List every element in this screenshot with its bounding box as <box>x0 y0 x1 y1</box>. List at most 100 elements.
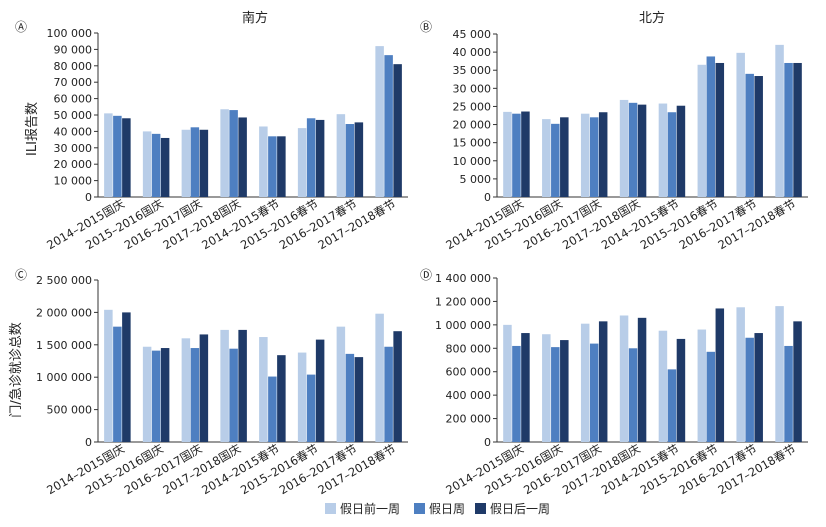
bar-after <box>393 331 402 442</box>
panel-title: 南方 <box>242 10 268 26</box>
y-tick-label: 70 000 <box>54 76 93 89</box>
bar-holiday <box>628 348 638 442</box>
legend-label-before: 假日前一周 <box>340 501 400 516</box>
bar-after <box>122 118 131 197</box>
bar-before <box>658 330 668 442</box>
bar-before <box>336 326 346 442</box>
bar-before <box>619 315 629 442</box>
bar-before <box>104 113 113 197</box>
bar-holiday <box>512 113 521 197</box>
y-tick-label: 30 000 <box>453 82 492 95</box>
bar-after <box>560 117 569 197</box>
bar-before <box>181 338 191 442</box>
bar-holiday <box>589 343 599 442</box>
bar-before <box>259 337 268 442</box>
y-tick-label: 40 000 <box>54 125 93 138</box>
y-tick-label: 80 000 <box>54 60 93 73</box>
bar-after <box>238 329 247 442</box>
y-tick-label: 60 000 <box>54 93 93 106</box>
bar-holiday <box>551 123 560 197</box>
y-tick-label: 600 000 <box>446 366 492 379</box>
bar-before <box>336 114 346 197</box>
panel-label: Ⓑ <box>420 20 432 34</box>
bar-before <box>297 352 307 442</box>
bar-after <box>199 334 209 442</box>
bar-holiday <box>706 351 716 442</box>
bar-after <box>521 111 530 197</box>
legend: 假日前一周 假日周 假日后一周 <box>325 501 550 516</box>
bar-before <box>619 99 629 197</box>
bar-before <box>220 329 229 442</box>
bar-before <box>736 307 745 442</box>
bar-before <box>503 111 512 197</box>
y-tick-label: 400 000 <box>446 389 492 402</box>
y-tick-label: 1 400 000 <box>435 272 491 285</box>
y-tick-label: 25 000 <box>453 100 492 113</box>
y-tick-label: 1 000 000 <box>435 319 491 332</box>
bar-before <box>580 113 590 197</box>
bar-after <box>637 317 647 442</box>
y-tick-label: 50 000 <box>54 109 93 122</box>
bar-before <box>375 313 384 442</box>
bar-before <box>259 126 268 197</box>
bar-before <box>181 129 191 197</box>
chart-panel-1: Ⓐ 南方 0 10 000 20 000 30 000 40 000 50 000 60 000… <box>15 10 408 252</box>
bar-after <box>315 339 325 442</box>
bar-before <box>736 52 745 197</box>
bar-after <box>160 348 170 442</box>
bar-after <box>754 333 763 442</box>
y-tick-label: 90 000 <box>54 43 93 56</box>
bar-before <box>503 324 512 442</box>
bar-holiday <box>113 326 122 442</box>
y-axis-label-ili: ILI报告数 <box>25 102 40 156</box>
y-tick-label: 10 000 <box>453 155 492 168</box>
bar-holiday <box>628 102 638 197</box>
y-tick-label: 40 000 <box>453 46 492 59</box>
bar-after <box>354 122 364 197</box>
y-tick-label: 35 000 <box>453 64 492 77</box>
legend-swatch-holiday <box>414 503 425 514</box>
bar-before <box>142 346 152 442</box>
bar-after <box>160 137 170 197</box>
bar-after <box>277 136 286 197</box>
y-tick-label: 1 200 000 <box>435 295 491 308</box>
y-tick-label: 1 000 000 <box>36 371 92 384</box>
y-tick-label: 800 000 <box>446 342 492 355</box>
bar-holiday <box>384 55 393 197</box>
panel-label: Ⓓ <box>420 268 432 282</box>
y-tick-label: 2 500 000 <box>36 274 92 287</box>
bar-before <box>542 334 551 442</box>
bar-holiday <box>551 347 560 442</box>
legend-swatch-after <box>475 503 486 514</box>
bar-after <box>354 357 364 442</box>
bar-before <box>220 109 229 197</box>
bar-holiday <box>345 124 355 197</box>
bar-after <box>715 308 725 442</box>
panel-title: 北方 <box>639 10 665 26</box>
bar-before <box>580 323 590 442</box>
bar-holiday <box>306 118 316 197</box>
bar-before <box>658 103 668 197</box>
bar-after <box>793 62 802 197</box>
bar-holiday <box>384 346 393 442</box>
bar-holiday <box>784 345 793 442</box>
bar-holiday <box>589 117 599 197</box>
bar-after <box>715 62 725 197</box>
y-tick-label: 0 <box>85 191 92 204</box>
y-tick-label: 0 <box>484 436 491 449</box>
bar-after <box>238 117 247 197</box>
bar-after <box>315 119 325 197</box>
bar-holiday <box>151 350 161 442</box>
y-tick-label: 0 <box>484 191 491 204</box>
bar-after <box>199 129 209 197</box>
bar-before <box>775 306 784 442</box>
bar-after <box>676 105 686 197</box>
bar-holiday <box>268 136 277 197</box>
y-axis-label-visits: 门/急诊就诊总数 <box>9 322 24 417</box>
y-tick-label: 100 000 <box>47 27 93 40</box>
y-tick-label: 0 <box>85 436 92 449</box>
bar-holiday <box>512 345 521 442</box>
y-tick-label: 30 000 <box>54 142 93 155</box>
y-tick-label: 2 000 000 <box>36 306 92 319</box>
